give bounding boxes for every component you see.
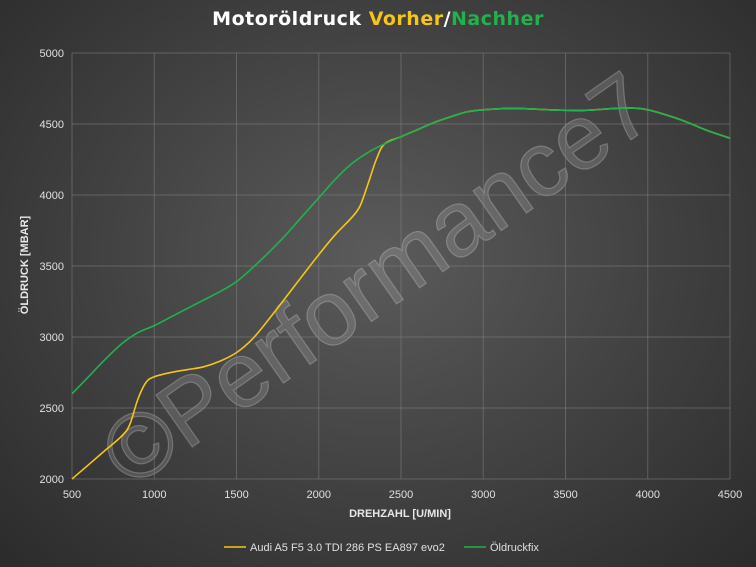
x-tick-label: 2500 (389, 489, 413, 501)
y-tick-label: 3500 (40, 261, 64, 273)
x-tick-label: 500 (63, 489, 81, 501)
y-tick-label: 5000 (40, 48, 64, 60)
x-tick-label: 1000 (142, 489, 166, 501)
legend-label: Audi A5 F5 3.0 TDI 286 PS EA897 evo2 (250, 542, 445, 554)
x-axis-ticks: 500 1000 1500 2000 2500 3000 3500 4000 4500 (63, 489, 742, 501)
y-tick-label: 3000 (40, 332, 64, 344)
title-separator: / (443, 8, 452, 30)
y-tick-label: 4500 (40, 119, 64, 131)
legend: Audi A5 F5 3.0 TDI 286 PS EA897 evo2 Öldr… (224, 542, 539, 554)
x-tick-label: 3000 (471, 489, 495, 501)
x-tick-label: 1500 (224, 489, 248, 501)
y-tick-label: 4000 (40, 190, 64, 202)
x-tick-label: 3500 (553, 489, 577, 501)
x-tick-label: 2000 (307, 489, 331, 501)
y-tick-label: 2000 (40, 474, 64, 486)
watermark: ©Performance7 (84, 53, 671, 507)
grid-lines (71, 52, 731, 480)
title-part-nachher: Nachher (451, 8, 544, 30)
x-tick-label: 4000 (636, 489, 660, 501)
title-part-motoroeldruck: Motoröldruck (212, 8, 369, 30)
chart-title: Motoröldruck Vorher/Nachher (0, 8, 756, 30)
y-axis-ticks: 2000 2500 3000 3500 4000 4500 5000 (40, 48, 64, 486)
x-axis-label: DREHZAHL [U/MIN] (349, 508, 451, 520)
series-group (71, 107, 731, 480)
title-part-vorher: Vorher (368, 8, 444, 30)
y-axis-label: ÖLDRUCK [MBAR] (18, 215, 31, 314)
legend-label: Öldruckfix (490, 542, 539, 554)
series-line-2 (71, 107, 731, 395)
y-tick-label: 2500 (40, 403, 64, 415)
x-tick-label: 4500 (718, 489, 742, 501)
